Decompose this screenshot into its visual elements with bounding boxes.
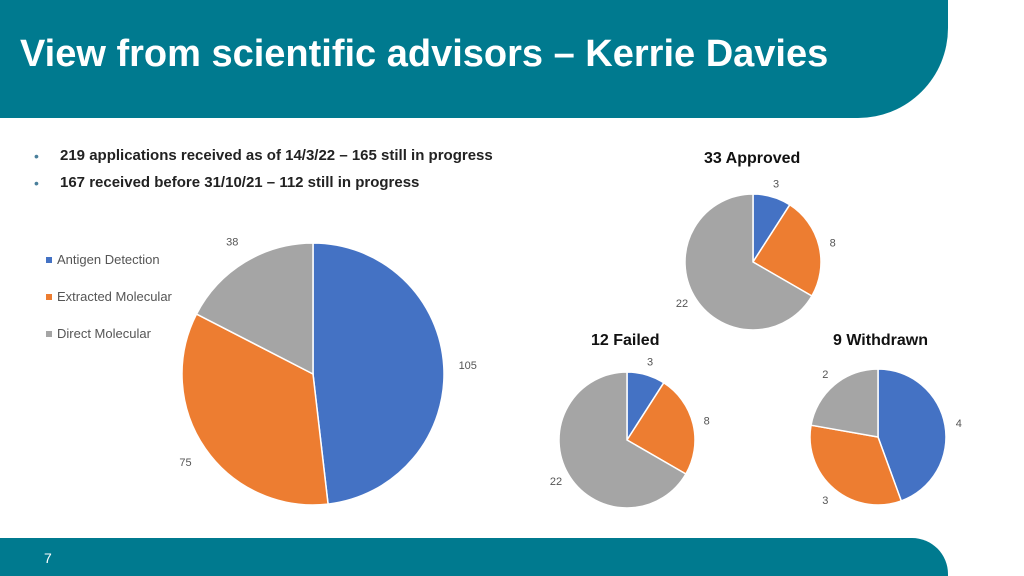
pie-data-label: 75 (179, 457, 191, 469)
pie-data-label: 2 (822, 369, 828, 381)
pie-title-withdrawn: 9 Withdrawn (833, 332, 928, 349)
pie-data-label: 105 (459, 360, 477, 372)
pie-slice (625, 381, 696, 476)
pie-data-label: 8 (704, 416, 710, 428)
pie-chart-all-applications: 105 75 38 (179, 237, 477, 506)
pie-slice (181, 313, 329, 506)
pie-slice (810, 368, 879, 438)
pie-data-label: 4 (956, 418, 962, 430)
legend-swatch (46, 331, 52, 337)
pie-data-label: 3 (773, 178, 779, 190)
footer-bar (0, 538, 948, 576)
pie-slice (684, 193, 813, 331)
pie-slice (809, 424, 903, 506)
bullet-list: 219 applications received as of 14/3/22 … (30, 146, 493, 200)
pie-data-label: 22 (676, 298, 688, 310)
legend-item-extracted: Extracted Molecular (46, 289, 172, 326)
legend-label: Extracted Molecular (57, 289, 172, 304)
pie-slice (877, 368, 947, 502)
legend-item-antigen: Antigen Detection (46, 252, 172, 289)
pie-data-label: 3 (647, 356, 653, 368)
legend-item-direct: Direct Molecular (46, 326, 172, 363)
pie-data-label: 22 (550, 476, 562, 488)
pie-data-label: 8 (830, 238, 836, 250)
legend-label: Direct Molecular (57, 326, 151, 341)
chart-legend: Antigen Detection Extracted Molecular Di… (46, 252, 172, 363)
legend-label: Antigen Detection (57, 252, 160, 267)
pie-slice (751, 203, 822, 298)
bullet-item: 219 applications received as of 14/3/22 … (30, 146, 493, 173)
pie-chart-failed: 3 8 22 (550, 356, 710, 509)
title-banner: View from scientific advisors – Kerrie D… (0, 0, 948, 118)
legend-swatch (46, 257, 52, 263)
pie-data-label: 3 (822, 495, 828, 507)
pie-title-failed: 12 Failed (591, 332, 660, 349)
pie-data-label: 38 (226, 237, 238, 249)
page-title: View from scientific advisors – Kerrie D… (20, 33, 829, 75)
pie-slice (558, 371, 687, 509)
page-number: 7 (44, 550, 52, 566)
pie-chart-withdrawn: 4 3 2 (809, 368, 962, 507)
pie-title-approved: 33 Approved (704, 150, 801, 167)
legend-swatch (46, 294, 52, 300)
bullet-item: 167 received before 31/10/21 – 112 still… (30, 173, 493, 200)
pie-slice (195, 242, 314, 376)
pie-slice (312, 242, 445, 505)
pie-chart-approved: 3 8 22 (676, 178, 836, 331)
